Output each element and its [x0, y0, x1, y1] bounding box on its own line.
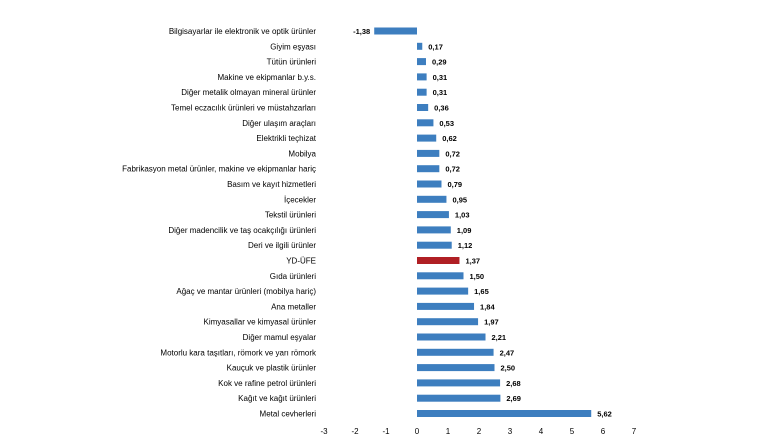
- category-label: Kağıt ve kağıt ürünleri: [238, 394, 316, 403]
- category-label: Diğer ulaşım araçları: [242, 119, 316, 128]
- category-label: Kok ve rafine petrol ürünleri: [218, 379, 316, 388]
- bar: [374, 27, 417, 35]
- category-label: Diğer metalik olmayan mineral ürünler: [181, 88, 316, 97]
- category-label: Elektrikli teçhizat: [256, 134, 316, 143]
- data-label: 0,36: [434, 104, 449, 113]
- category-label: Ana metaller: [271, 302, 316, 311]
- category-label: Bilgisayarlar ile elektronik ve optik ür…: [169, 27, 317, 36]
- data-label: 5,62: [597, 410, 612, 419]
- data-label: 0,31: [433, 73, 448, 82]
- category-label: Diğer mamul eşyalar: [243, 333, 317, 342]
- data-label: 1,50: [470, 272, 485, 281]
- x-tick-label: -1: [382, 427, 390, 436]
- category-label: Motorlu kara taşıtları, römork ve yarı r…: [160, 348, 317, 357]
- bar: [417, 88, 427, 96]
- bar: [417, 302, 475, 310]
- bar: [417, 226, 451, 234]
- x-tick-label: 4: [539, 427, 544, 436]
- bar: [417, 42, 423, 50]
- bar: [417, 379, 501, 387]
- data-label: 1,37: [465, 257, 480, 266]
- data-label: 1,84: [480, 302, 495, 311]
- x-tick-label: 0: [415, 427, 420, 436]
- bar: [417, 348, 494, 356]
- data-label: 1,65: [474, 287, 489, 296]
- bars-layer: Bilgisayarlar ile elektronik ve optik ür…: [122, 27, 612, 419]
- x-tick-label: 2: [477, 427, 482, 436]
- data-label: 2,47: [500, 348, 515, 357]
- data-label: 0,31: [433, 88, 448, 97]
- data-label: 0,72: [445, 165, 460, 174]
- data-label: 1,97: [484, 318, 499, 327]
- category-label: Mobilya: [288, 149, 316, 158]
- category-label: Deri ve ilgili ürünler: [248, 241, 316, 250]
- category-label: Giyim eşyası: [270, 42, 316, 51]
- data-label: 1,12: [458, 241, 473, 250]
- x-tick-label: 7: [632, 427, 637, 436]
- bar: [417, 241, 452, 249]
- category-label: Metal cevherleri: [260, 410, 317, 419]
- bar: [417, 149, 440, 157]
- category-label: YD-ÜFE: [286, 257, 316, 266]
- bar: [417, 333, 486, 341]
- x-tick-label: -2: [351, 427, 359, 436]
- data-label: 2,69: [506, 394, 521, 403]
- category-label: Temel eczacılık ürünleri ve müstahzarlar…: [171, 104, 316, 113]
- category-label: Tütün ürünleri: [267, 58, 317, 67]
- category-label: Kimyasallar ve kimyasal ürünler: [204, 318, 317, 327]
- bar: [417, 134, 437, 142]
- data-label: 0,29: [432, 58, 447, 67]
- category-label: Diğer madencilik ve taş ocakçılığı ürünl…: [168, 226, 316, 235]
- data-label: 0,17: [428, 42, 443, 51]
- x-tick-label: 6: [601, 427, 606, 436]
- data-label: 0,79: [447, 180, 462, 189]
- bar: [417, 73, 427, 81]
- bar-highlight: [417, 257, 460, 264]
- x-tick-label: -3: [320, 427, 328, 436]
- data-label: 0,72: [445, 149, 460, 158]
- data-label: 0,62: [442, 134, 457, 143]
- bar: [417, 195, 447, 203]
- data-label: 2,68: [506, 379, 521, 388]
- bar: [417, 58, 426, 66]
- category-label: Kauçuk ve plastik ürünler: [227, 364, 317, 373]
- data-label: 0,53: [439, 119, 454, 128]
- bar: [417, 410, 592, 417]
- category-label: Fabrikasyon metal ürünler, makine ve eki…: [122, 165, 316, 174]
- x-tick-label: 3: [508, 427, 513, 436]
- category-label: İçecekler: [284, 195, 316, 204]
- x-tick-label: 5: [570, 427, 575, 436]
- bar: [417, 287, 469, 295]
- category-label: Ağaç ve mantar ürünleri (mobilya hariç): [176, 287, 316, 296]
- data-label: 1,03: [455, 211, 470, 220]
- bar: [417, 165, 440, 173]
- x-axis: -3 -2 -1 0 1 2 3 4 5 6 7: [320, 427, 636, 436]
- data-label: 2,21: [492, 333, 507, 342]
- bar: [417, 119, 434, 127]
- category-label: Tekstil ürünleri: [265, 211, 316, 220]
- bar: [417, 104, 429, 111]
- category-label: Basım ve kayıt hizmetleri: [227, 180, 316, 189]
- category-label: Makine ve ekipmanlar b.y.s.: [217, 73, 316, 82]
- x-tick-label: 1: [446, 427, 451, 436]
- bar: [417, 364, 495, 372]
- bar: [417, 180, 442, 188]
- data-label: 0,95: [452, 195, 467, 204]
- bar: [417, 394, 501, 402]
- bar: [417, 318, 479, 326]
- bar: [417, 211, 449, 219]
- data-label: 1,09: [457, 226, 472, 235]
- bar: [417, 272, 464, 280]
- category-label: Gıda ürünleri: [270, 272, 316, 281]
- data-label: -1,38: [353, 27, 370, 36]
- data-label: 2,50: [501, 364, 516, 373]
